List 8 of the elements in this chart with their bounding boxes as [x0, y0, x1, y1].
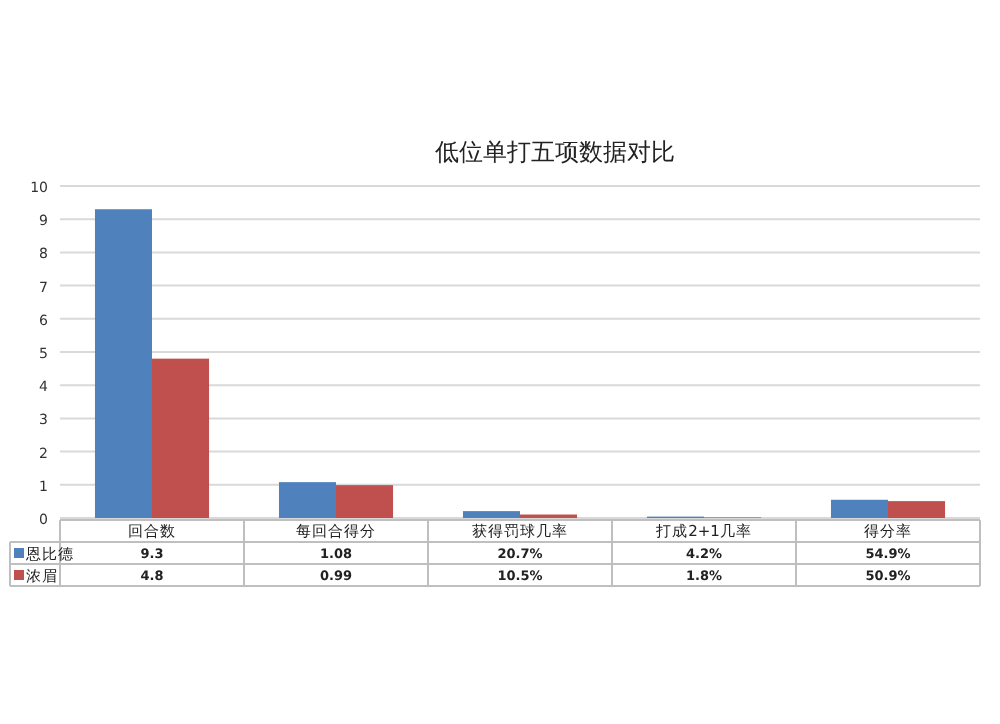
bar: [462, 511, 520, 518]
bar: [94, 209, 152, 518]
bar: [278, 482, 336, 518]
bar: [336, 485, 394, 518]
bar: [830, 499, 888, 518]
chart-title: 低位单打五项数据对比: [435, 138, 675, 166]
bar: [152, 358, 210, 518]
bar: [888, 501, 946, 518]
